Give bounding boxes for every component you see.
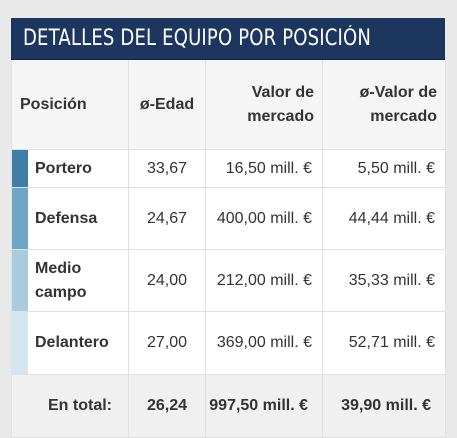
age-cell: 33,67 [128, 149, 206, 188]
panel-title: DETALLES DEL EQUIPO POR POSICIÓN [23, 26, 372, 51]
avg-value-cell: 44,44 mill. € [322, 187, 446, 250]
page-scrollbar[interactable] [446, 0, 457, 433]
position-color-marker [12, 312, 28, 374]
position-label: Delantero [35, 334, 109, 351]
age-cell: 27,00 [128, 311, 206, 375]
column-header-position: Posición [11, 60, 129, 150]
table-row: Defensa 24,67 400,00 mill. € 44,44 mill.… [11, 187, 446, 250]
age-cell: 24,00 [128, 249, 206, 312]
avg-value-cell: 52,71 mill. € [322, 311, 446, 375]
position-cell: Delantero [11, 311, 129, 375]
value-cell: 212,00 mill. € [205, 249, 323, 312]
position-label: Medio campo [35, 259, 87, 301]
position-cell: Defensa [11, 187, 129, 250]
table-row: Medio campo 24,00 212,00 mill. € 35,33 m… [11, 249, 446, 312]
position-label: Portero [35, 159, 92, 177]
avg-value-cell: 5,50 mill. € [322, 149, 446, 188]
table-row: Delantero 27,00 369,00 mill. € 52,71 mil… [11, 311, 446, 375]
panel-header: DETALLES DEL EQUIPO POR POSICIÓN [11, 18, 445, 60]
position-details-table: Posición ø-Edad Valor de mercado ø-Valor… [11, 60, 446, 438]
position-color-marker [12, 150, 28, 187]
table-header-row: Posición ø-Edad Valor de mercado ø-Valor… [11, 60, 446, 150]
value-cell: 400,00 mill. € [205, 187, 323, 250]
value-cell: 369,00 mill. € [205, 311, 323, 375]
column-header-age: ø-Edad [128, 60, 206, 150]
column-header-value: Valor de mercado [205, 60, 323, 150]
value-cell: 16,50 mill. € [205, 149, 323, 188]
avg-value-cell: 35,33 mill. € [322, 249, 446, 312]
team-details-panel: DETALLES DEL EQUIPO POR POSICIÓN Posició… [11, 18, 446, 438]
table-total-row: En total: 26,24 997,50 mill. € 39,90 mil… [11, 374, 446, 438]
total-avg-value: 39,90 mill. € [322, 374, 446, 438]
total-value: 997,50 mill. € [205, 374, 323, 438]
position-color-marker [12, 188, 28, 249]
column-header-avg-value: ø-Valor de mercado [322, 60, 446, 150]
total-label: En total: [11, 374, 129, 438]
position-cell: Portero [11, 149, 129, 188]
position-cell: Medio campo [11, 249, 129, 312]
total-age: 26,24 [128, 374, 206, 438]
position-label: Defensa [35, 209, 98, 227]
table-row: Portero 33,67 16,50 mill. € 5,50 mill. € [11, 149, 446, 188]
position-color-marker [12, 250, 28, 311]
age-cell: 24,67 [128, 187, 206, 250]
